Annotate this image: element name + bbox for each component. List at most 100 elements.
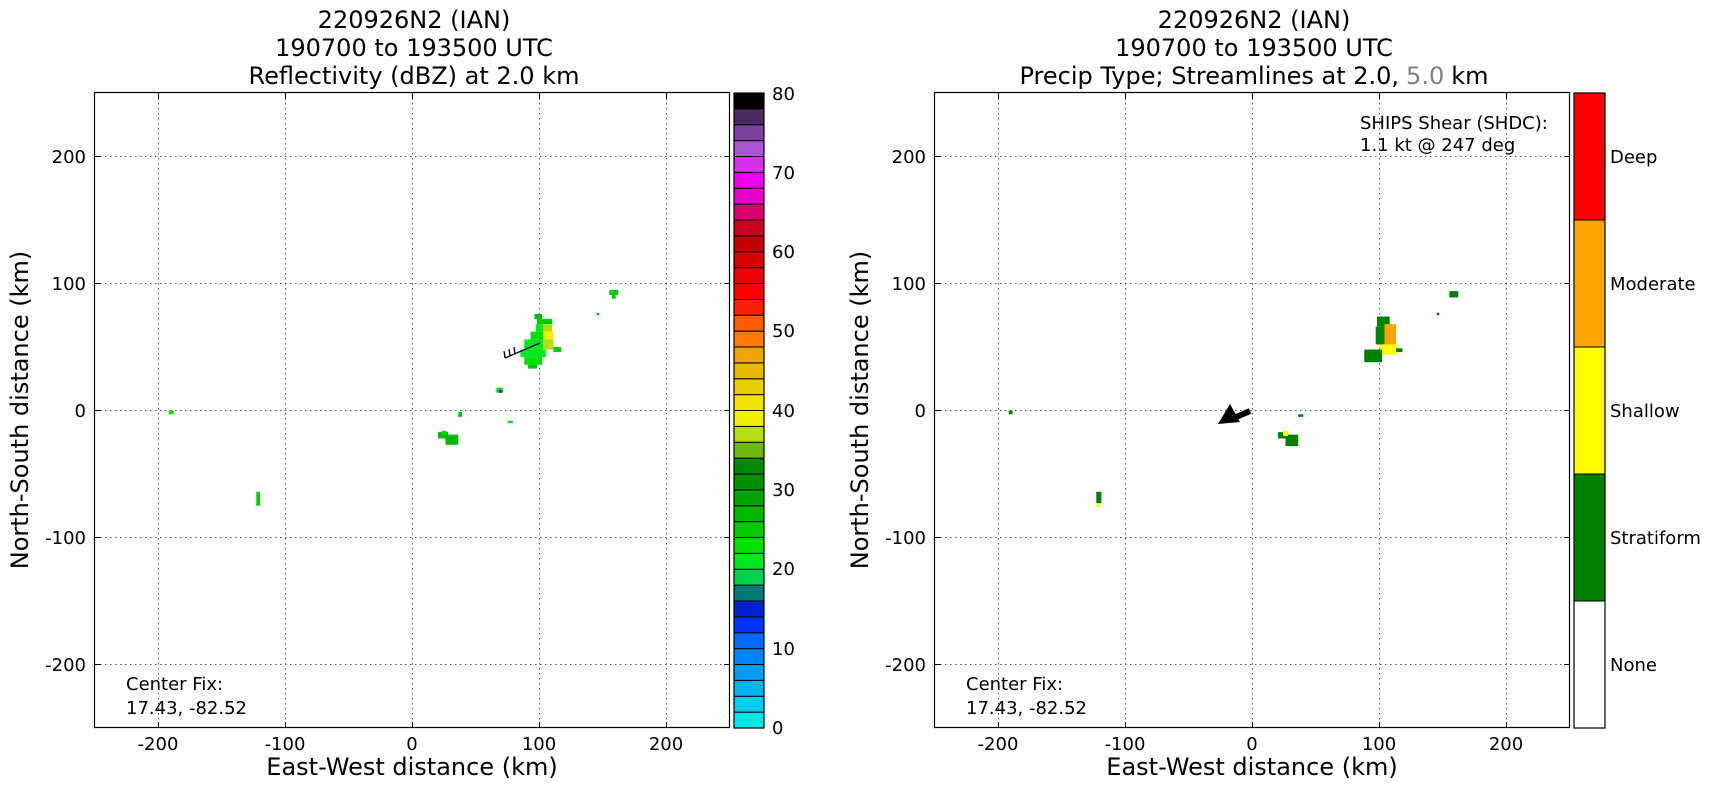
reflectivity-colorbar-tick-50: 50 bbox=[772, 321, 795, 342]
colorbar-segment bbox=[733, 537, 765, 554]
precip-x-tick--100: -100 bbox=[1105, 734, 1146, 755]
echo-cell bbox=[1096, 491, 1102, 504]
echo-cell bbox=[256, 491, 261, 506]
colorbar-segment bbox=[733, 664, 765, 681]
colorbar-segment bbox=[733, 378, 765, 396]
precip-title-line-3: Precip Type; Streamlines at 2.0, 5.0 km bbox=[1020, 62, 1489, 90]
precip-y-tick--200: -200 bbox=[885, 655, 926, 676]
echo-cell bbox=[498, 390, 503, 393]
precip-title-line-2: 190700 to 193500 UTC bbox=[1115, 34, 1393, 62]
echo-cell bbox=[507, 420, 513, 424]
precip-x-tick-200: 200 bbox=[1489, 734, 1523, 755]
colorbar-frame bbox=[1573, 92, 1606, 729]
echo-cell bbox=[1096, 503, 1101, 508]
reflectivity-title-line-2: 190700 to 193500 UTC bbox=[275, 34, 553, 62]
echo-cell bbox=[168, 410, 174, 415]
echo-cell bbox=[1285, 434, 1299, 447]
precip-y-tick-100: 100 bbox=[892, 274, 926, 295]
precip-y-tick--100: -100 bbox=[885, 528, 926, 549]
echo-cell bbox=[437, 432, 449, 439]
colorbar-segment bbox=[733, 394, 765, 411]
colorbar-segment bbox=[733, 298, 765, 316]
colorbar-segment bbox=[733, 473, 765, 491]
echo-cell bbox=[524, 339, 544, 350]
echo-cell bbox=[1449, 291, 1459, 298]
precip-category-deep: Deep bbox=[1610, 147, 1657, 168]
reflectivity-grid bbox=[95, 93, 730, 728]
colorbar-segment bbox=[733, 600, 765, 618]
echo-cell bbox=[534, 313, 543, 320]
colorbar-segment bbox=[733, 203, 765, 221]
precip-category-stratiform: Stratiform bbox=[1610, 528, 1701, 549]
colorbar-segment bbox=[733, 616, 765, 634]
precip-grid bbox=[935, 93, 1570, 728]
colorbar-segment bbox=[733, 410, 765, 427]
reflectivity-echoes bbox=[168, 289, 619, 506]
precip-type-panel: 220926N2 (IAN) 190700 to 193500 UTC Prec… bbox=[846, 6, 1701, 781]
reflectivity-x-tick-100: 100 bbox=[522, 734, 556, 755]
reflectivity-x-tick--100: -100 bbox=[265, 734, 306, 755]
precip-center-fix-label: Center Fix: bbox=[966, 674, 1063, 695]
colorbar-frame bbox=[733, 92, 765, 729]
colorbar-segment bbox=[733, 457, 765, 475]
reflectivity-colorbar-tick-70: 70 bbox=[772, 163, 795, 184]
echo-cell bbox=[524, 357, 543, 365]
colorbar-segment bbox=[733, 187, 765, 205]
reflectivity-tick-marks bbox=[95, 93, 730, 728]
reflectivity-center-fix-label: Center Fix: bbox=[126, 674, 223, 695]
ships-shear-label: SHIPS Shear (SHDC): bbox=[1360, 113, 1548, 134]
wind-barb-icon bbox=[503, 342, 541, 359]
echo-cell bbox=[535, 324, 544, 332]
colorbar-segment bbox=[1573, 473, 1606, 602]
reflectivity-colorbar-tick-80: 80 bbox=[772, 84, 795, 105]
precip-type-echoes bbox=[1008, 291, 1459, 508]
echo-cell bbox=[458, 411, 463, 417]
reflectivity-y-tick-100: 100 bbox=[52, 274, 86, 295]
echo-cell bbox=[520, 349, 546, 358]
colorbar-segment bbox=[733, 283, 765, 300]
echo-cell bbox=[611, 294, 616, 299]
reflectivity-y-tick--200: -200 bbox=[45, 655, 86, 676]
colorbar-segment bbox=[733, 632, 765, 650]
colorbar-segment bbox=[733, 584, 765, 602]
colorbar-segment bbox=[733, 267, 765, 284]
echo-cell bbox=[543, 331, 554, 340]
precip-y-tick-0: 0 bbox=[915, 401, 926, 422]
colorbar-segment bbox=[733, 235, 765, 253]
colorbar-segment bbox=[733, 552, 765, 570]
echo-cell bbox=[596, 312, 600, 316]
colorbar-segment bbox=[733, 568, 765, 586]
reflectivity-x-tick--200: -200 bbox=[138, 734, 179, 755]
colorbar-segment bbox=[733, 108, 765, 126]
echo-cell bbox=[1387, 344, 1398, 355]
echo-cell bbox=[609, 289, 619, 295]
reflectivity-colorbar-tick-0: 0 bbox=[772, 718, 783, 739]
colorbar-segment bbox=[733, 219, 765, 237]
reflectivity-panel: 220926N2 (IAN) 190700 to 193500 UTC Refl… bbox=[6, 6, 795, 781]
colorbar-segment bbox=[1573, 346, 1606, 475]
reflectivity-colorbar-tick-10: 10 bbox=[772, 639, 795, 660]
reflectivity-colorbar bbox=[733, 92, 765, 729]
echo-cell bbox=[528, 364, 537, 369]
echo-cell bbox=[441, 430, 447, 435]
echo-cell bbox=[1375, 326, 1385, 345]
precip-category-none: None bbox=[1610, 655, 1657, 676]
ships-shear-value: 1.1 kt @ 247 deg bbox=[1360, 135, 1515, 156]
colorbar-segment bbox=[733, 140, 765, 157]
reflectivity-colorbar-tick-60: 60 bbox=[772, 242, 795, 263]
reflectivity-y-axis-label: North-South distance (km) bbox=[6, 251, 34, 570]
echo-cell bbox=[1364, 349, 1383, 363]
echo-cell bbox=[1376, 316, 1390, 327]
colorbar-segment bbox=[733, 346, 765, 364]
precip-title-unit: km bbox=[1451, 62, 1488, 90]
precip-y-tick-200: 200 bbox=[892, 147, 926, 168]
shear-arrow-icon bbox=[1218, 404, 1252, 424]
echo-cell bbox=[543, 339, 554, 350]
reflectivity-colorbar-tick-30: 30 bbox=[772, 480, 795, 501]
colorbar-segment bbox=[1573, 219, 1606, 348]
colorbar-segment bbox=[733, 362, 765, 380]
echo-cell bbox=[1298, 414, 1304, 417]
colorbar-segment bbox=[733, 521, 765, 538]
colorbar-segment bbox=[733, 441, 765, 459]
